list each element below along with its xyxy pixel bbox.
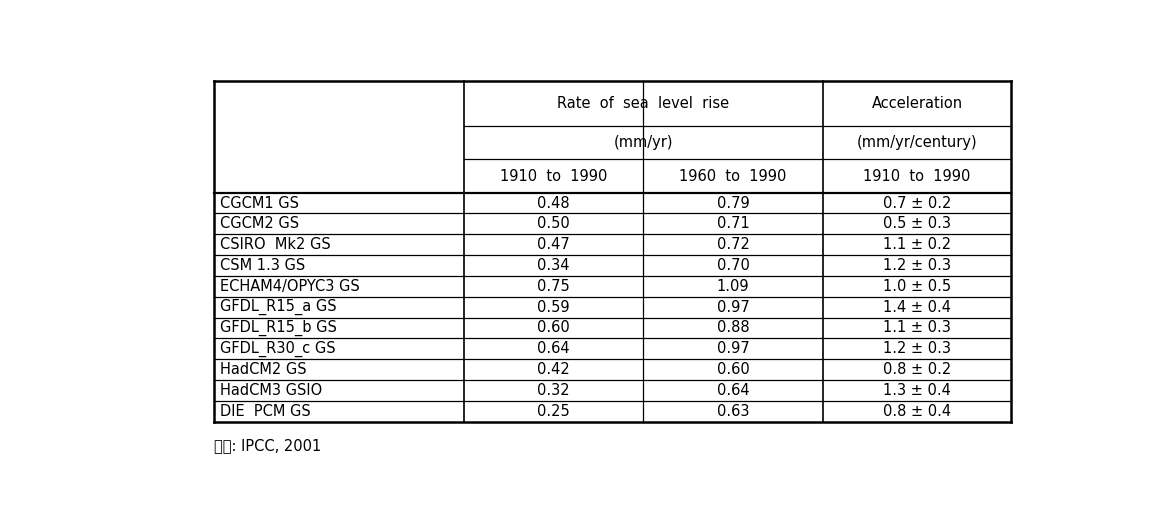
Text: 0.60: 0.60	[538, 320, 570, 336]
Text: HadCM3 GSIO: HadCM3 GSIO	[220, 383, 321, 398]
Text: (mm/yr): (mm/yr)	[614, 135, 673, 150]
Text: 1.2 ± 0.3: 1.2 ± 0.3	[883, 341, 952, 356]
Text: 0.5 ± 0.3: 0.5 ± 0.3	[883, 216, 952, 231]
Text: 0.7 ± 0.2: 0.7 ± 0.2	[883, 196, 952, 210]
Text: CGCM1 GS: CGCM1 GS	[220, 196, 298, 210]
Text: GFDL_R15_a GS: GFDL_R15_a GS	[220, 299, 337, 315]
Text: 0.79: 0.79	[717, 196, 749, 210]
Text: 0.47: 0.47	[538, 237, 570, 252]
Text: 0.25: 0.25	[538, 403, 570, 419]
Text: 0.72: 0.72	[717, 237, 749, 252]
Text: HadCM2 GS: HadCM2 GS	[220, 362, 306, 377]
Text: 1960  to  1990: 1960 to 1990	[679, 168, 787, 184]
Text: 0.75: 0.75	[538, 279, 570, 294]
Text: 0.70: 0.70	[717, 258, 749, 273]
Text: 0.97: 0.97	[717, 341, 749, 356]
Text: 1.3 ± 0.4: 1.3 ± 0.4	[884, 383, 952, 398]
Text: Rate  of  sea  level  rise: Rate of sea level rise	[558, 96, 729, 111]
Text: 1910  to  1990: 1910 to 1990	[500, 168, 607, 184]
Text: 1.4 ± 0.4: 1.4 ± 0.4	[883, 300, 952, 315]
Text: 자료: IPCC, 2001: 자료: IPCC, 2001	[214, 438, 321, 453]
Text: Acceleration: Acceleration	[872, 96, 963, 111]
Text: 0.97: 0.97	[717, 300, 749, 315]
Text: (mm/yr/century): (mm/yr/century)	[857, 135, 977, 150]
Text: ECHAM4/OPYC3 GS: ECHAM4/OPYC3 GS	[220, 279, 359, 294]
Text: 1.0 ± 0.5: 1.0 ± 0.5	[883, 279, 952, 294]
Text: 0.71: 0.71	[717, 216, 749, 231]
Text: 1.09: 1.09	[717, 279, 749, 294]
Text: GFDL_R30_c GS: GFDL_R30_c GS	[220, 341, 336, 357]
Text: 1.2 ± 0.3: 1.2 ± 0.3	[883, 258, 952, 273]
Text: 0.88: 0.88	[717, 320, 749, 336]
Text: 1910  to  1990: 1910 to 1990	[864, 168, 970, 184]
Text: 0.32: 0.32	[538, 383, 569, 398]
Text: DIE  PCM GS: DIE PCM GS	[220, 403, 310, 419]
Text: 0.48: 0.48	[538, 196, 569, 210]
Text: 1.1 ± 0.3: 1.1 ± 0.3	[884, 320, 952, 336]
Text: GFDL_R15_b GS: GFDL_R15_b GS	[220, 320, 337, 336]
Text: 0.8 ± 0.4: 0.8 ± 0.4	[883, 403, 952, 419]
Text: 0.8 ± 0.2: 0.8 ± 0.2	[883, 362, 952, 377]
Text: 0.64: 0.64	[717, 383, 749, 398]
Text: 0.60: 0.60	[717, 362, 749, 377]
Text: CGCM2 GS: CGCM2 GS	[220, 216, 298, 231]
Text: 0.34: 0.34	[538, 258, 569, 273]
Text: 1.1 ± 0.2: 1.1 ± 0.2	[883, 237, 952, 252]
Text: CSIRO  Mk2 GS: CSIRO Mk2 GS	[220, 237, 331, 252]
Text: 0.50: 0.50	[538, 216, 570, 231]
Text: 0.63: 0.63	[717, 403, 749, 419]
Text: 0.64: 0.64	[538, 341, 569, 356]
Text: 0.59: 0.59	[538, 300, 569, 315]
Text: CSM 1.3 GS: CSM 1.3 GS	[220, 258, 305, 273]
Text: 0.42: 0.42	[538, 362, 570, 377]
